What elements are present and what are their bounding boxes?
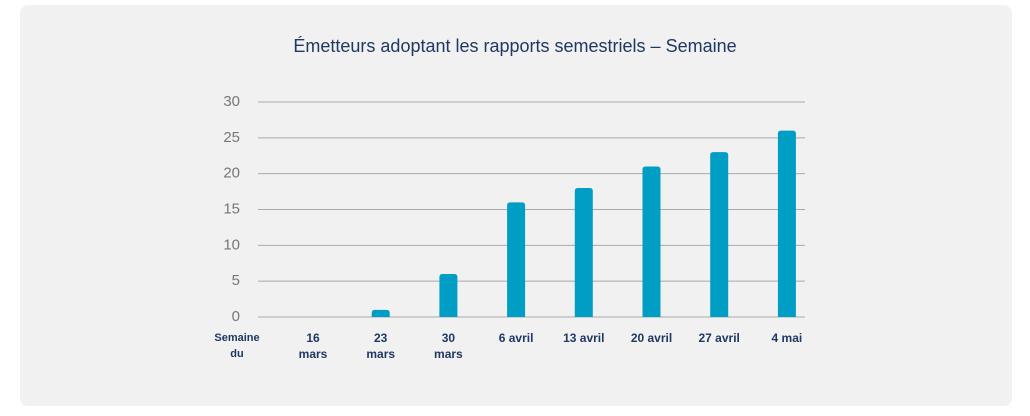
y-tick-label: 0 bbox=[232, 308, 240, 325]
y-tick-label: 20 bbox=[223, 165, 240, 182]
y-tick-label: 15 bbox=[223, 200, 240, 217]
x-tick-label: 16 mars bbox=[298, 331, 328, 361]
x-tick-label: 6 avril bbox=[498, 331, 534, 345]
y-tick-label: 25 bbox=[223, 129, 240, 146]
y-tick-label: 5 bbox=[232, 272, 240, 289]
x-tick-label: 27 avril bbox=[698, 331, 740, 345]
bar bbox=[507, 202, 526, 317]
y-tick-label: 10 bbox=[223, 236, 240, 253]
x-tick-label: 30 mars bbox=[434, 331, 463, 361]
bar bbox=[371, 309, 390, 317]
chart-title: Émetteurs adoptant les rapports semestri… bbox=[293, 36, 736, 56]
x-axis-label: Semaine du bbox=[214, 332, 260, 360]
bar bbox=[642, 166, 661, 317]
x-tick-label: 20 avril bbox=[630, 331, 673, 345]
bar bbox=[710, 152, 729, 317]
bar bbox=[439, 274, 458, 317]
bar bbox=[777, 130, 796, 317]
y-tick-label: 30 bbox=[223, 93, 240, 110]
x-tick-label: 23 mars bbox=[366, 331, 396, 361]
x-tick-label: 4 mai bbox=[771, 331, 803, 345]
x-tick-label: 13 avril bbox=[563, 331, 605, 345]
bar bbox=[574, 188, 593, 317]
